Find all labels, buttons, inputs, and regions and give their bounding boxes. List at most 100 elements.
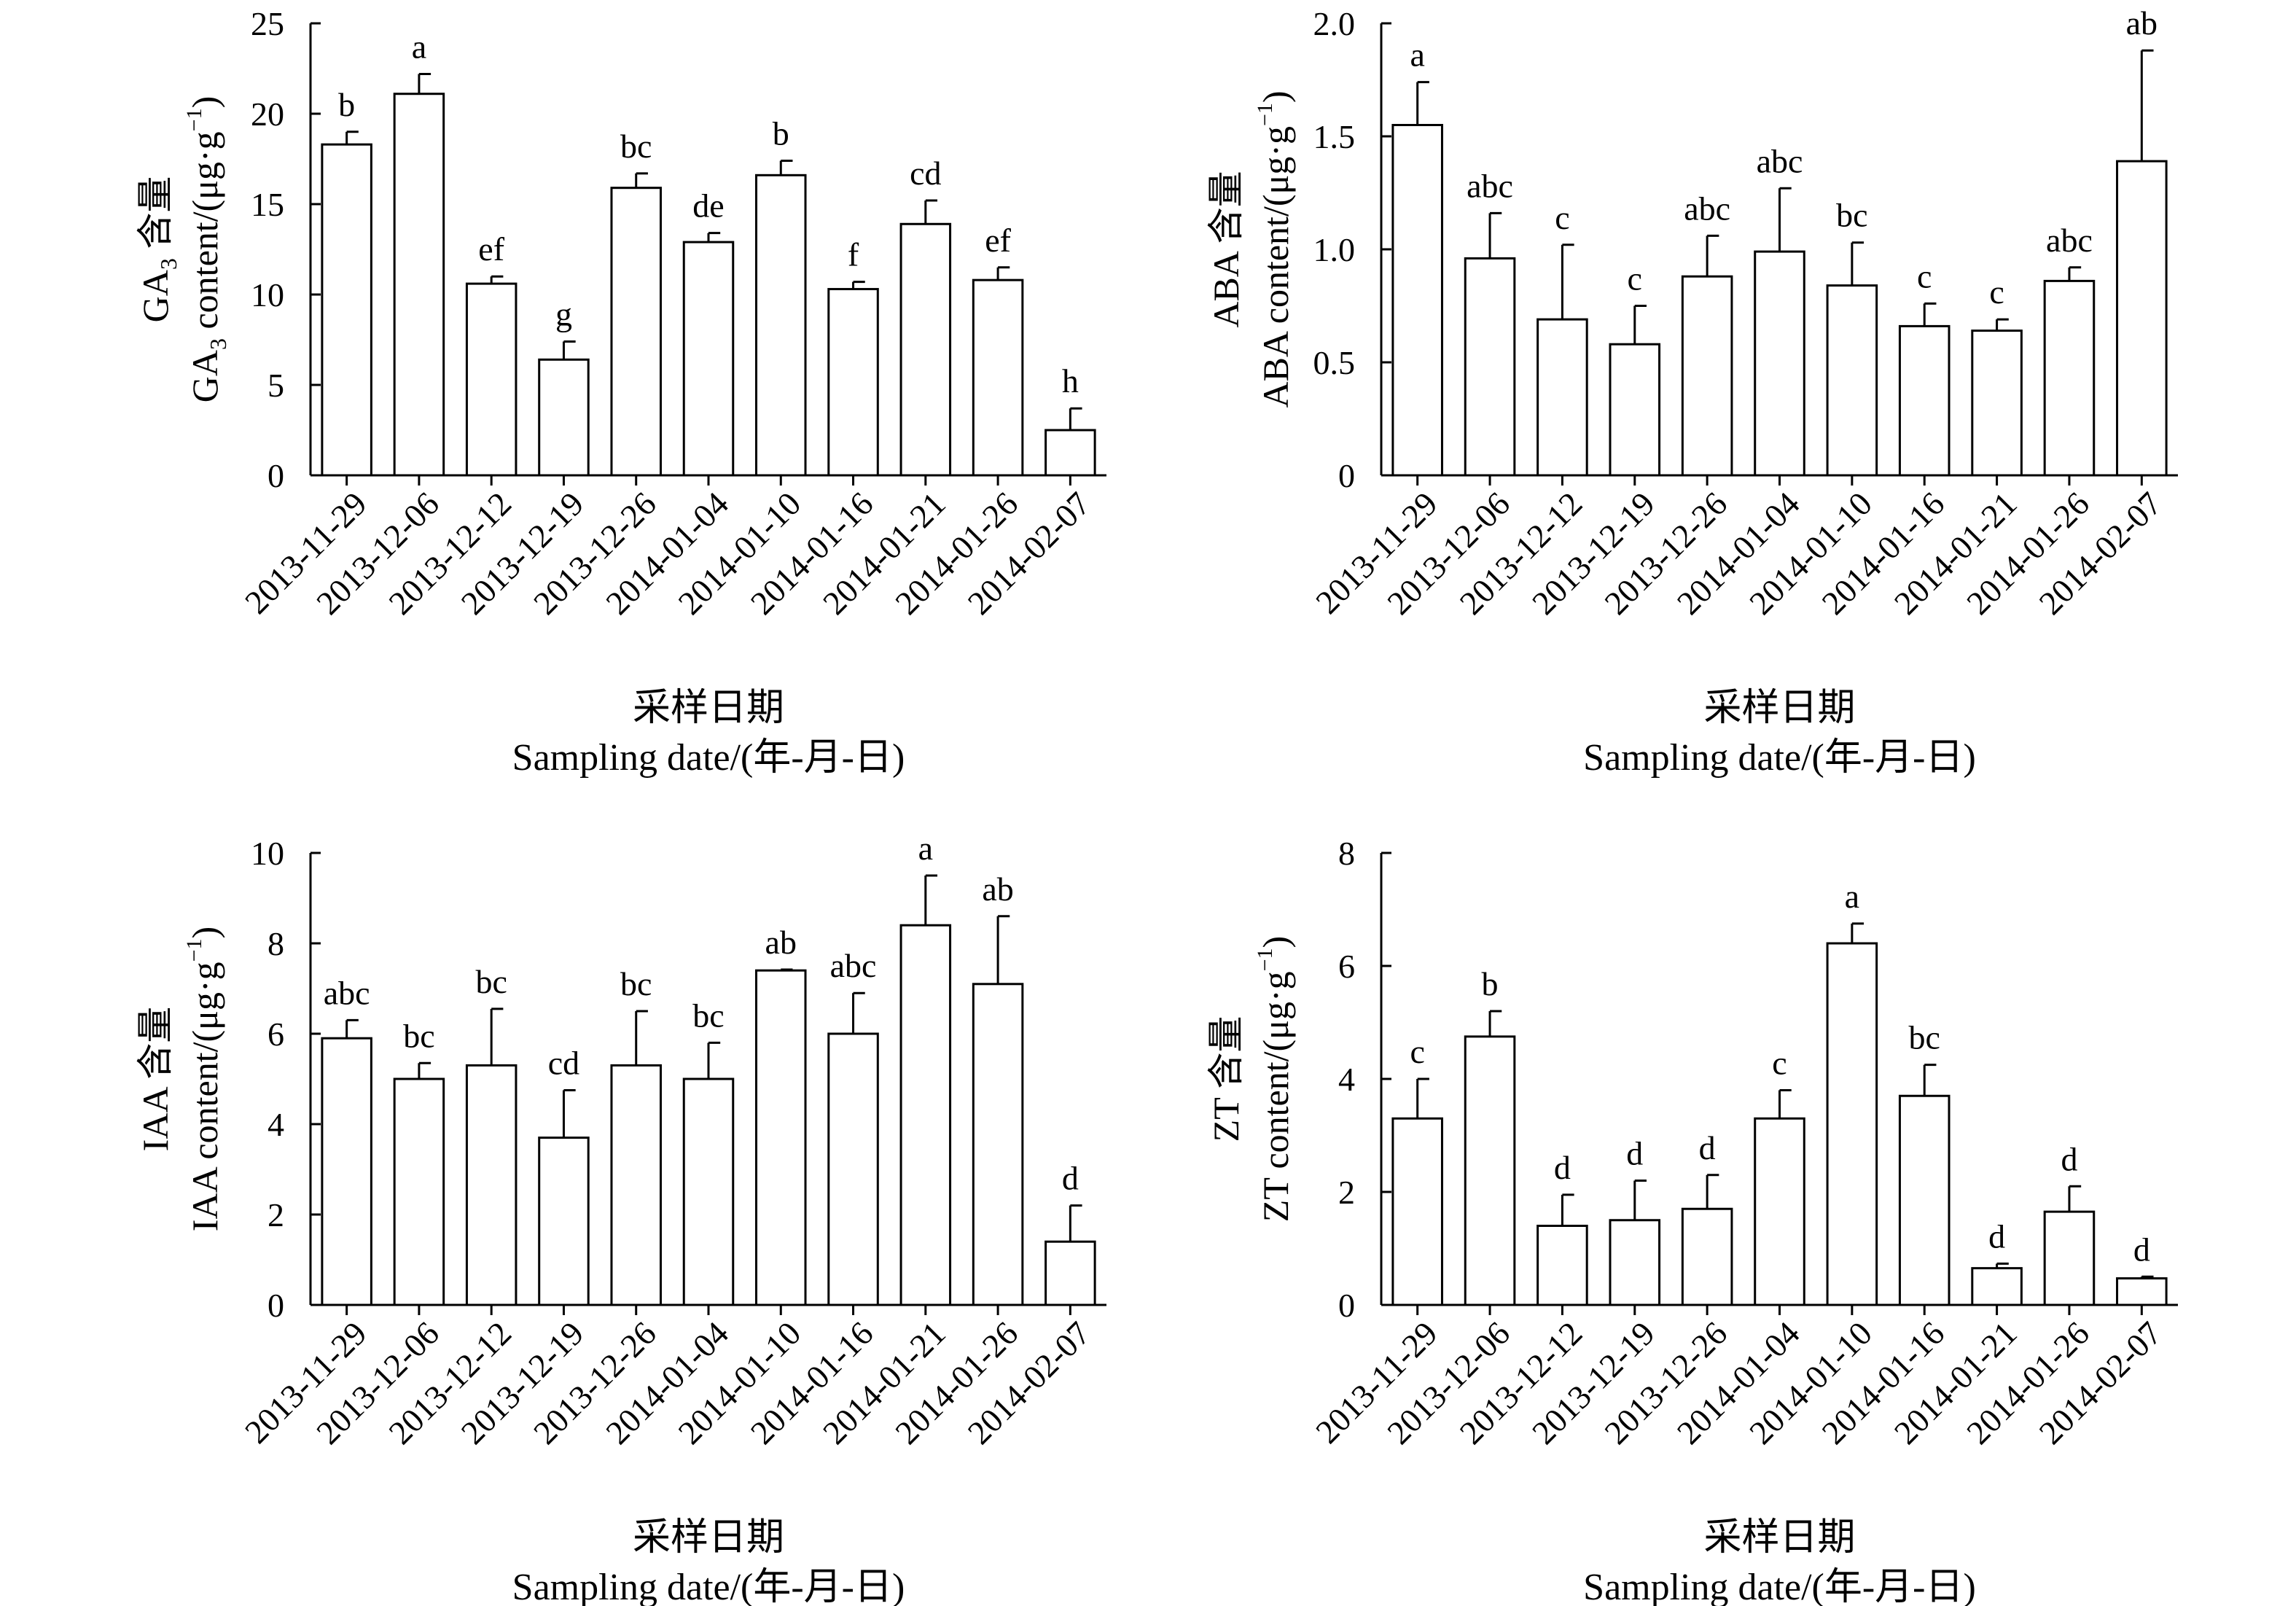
significance-label: d (2133, 1231, 2150, 1268)
significance-label: abc (2046, 222, 2093, 259)
y-axis-label-en-rest: content/(μg·g (184, 131, 225, 338)
bar (1044, 1240, 1096, 1306)
bar (1898, 324, 1951, 477)
bar (610, 187, 662, 477)
y-axis-label-en: ZT content/(μg·g−1) (1253, 936, 1296, 1222)
significance-label: f (848, 236, 859, 273)
bar (1464, 1035, 1516, 1306)
significance-label: abc (830, 947, 877, 984)
y-axis-label-en-sup: −1 (1253, 103, 1277, 126)
y-axis-label-cn-rest: 含量 (1206, 171, 1246, 253)
bar (1681, 275, 1733, 477)
y-tick-label: 6 (1338, 948, 1355, 985)
y-axis-label-en-close: ) (184, 927, 225, 939)
y-tick-label: 10 (251, 835, 284, 872)
significance-label: b (338, 86, 355, 123)
significance-label: d (1699, 1129, 1716, 1166)
significance-label: ab (982, 870, 1013, 908)
significance-label: g (555, 295, 572, 332)
y-axis-label-en-sup: −1 (182, 108, 206, 131)
bar (827, 1032, 879, 1306)
bar (1898, 1094, 1951, 1306)
bar (2116, 160, 2168, 477)
significance-label: d (2061, 1140, 2077, 1177)
significance-label: c (1772, 1045, 1787, 1082)
bar (321, 1037, 372, 1306)
bar (827, 288, 879, 477)
significance-label: ef (478, 230, 504, 268)
y-axis-label-en: GA3 content/(μg·g−1) (182, 96, 231, 402)
significance-label: bc (475, 963, 507, 1000)
y-tick-label: 1.0 (1313, 231, 1356, 268)
y-axis-label-cn-sub: 3 (155, 258, 181, 270)
bar (1971, 1267, 2023, 1306)
significance-label: abc (1757, 142, 1803, 179)
y-tick-label: 10 (251, 276, 284, 313)
y-axis-label-en-rest: content/(μg·g (1255, 971, 1296, 1178)
significance-label: c (1555, 199, 1569, 236)
y-axis-label-cn-main: IAA (135, 1087, 176, 1152)
x-axis-label-en: Sampling date/(年-月-日) (1583, 737, 1976, 779)
bar (755, 969, 807, 1306)
y-tick-label: 0 (1338, 1287, 1355, 1324)
bar (972, 278, 1024, 477)
bar (2043, 1210, 2096, 1306)
chart-panel-iaa: 0246810abc2013-11-29bc2013-12-06bc2013-1… (135, 830, 1106, 1606)
bar (1971, 330, 2023, 477)
bar (1826, 284, 1878, 477)
x-axis-label-cn: 采样日期 (1703, 1517, 1855, 1559)
y-tick-label: 0 (268, 1287, 284, 1324)
y-axis-label-en: ABA content/(μg·g−1) (1253, 90, 1296, 408)
bar (1826, 942, 1878, 1306)
y-tick-label: 15 (251, 186, 284, 223)
bar (1536, 1225, 1588, 1306)
significance-label: a (1410, 36, 1424, 74)
y-axis-label-en-close: ) (1255, 936, 1296, 948)
y-axis-label-en-main: GA (184, 350, 225, 402)
significance-label: c (1628, 260, 1642, 297)
y-tick-label: 2 (1338, 1174, 1355, 1211)
bar (1754, 250, 1805, 477)
bar (2043, 279, 2096, 477)
x-axis-label-cn: 采样日期 (1703, 687, 1855, 729)
significance-label: bc (620, 965, 652, 1002)
y-tick-label: 4 (1338, 1061, 1355, 1098)
y-axis-label-cn-rest: 含量 (1206, 1016, 1246, 1099)
y-axis-label-cn-main: ABA (1206, 251, 1246, 327)
y-axis-label-cn-main: ZT (1206, 1098, 1246, 1142)
y-axis-label-cn: ABA 含量 (1206, 171, 1246, 327)
bar (538, 1137, 590, 1306)
significance-label: bc (692, 997, 724, 1034)
bar (2116, 1277, 2168, 1306)
significance-label: abc (1684, 190, 1730, 227)
significance-label: a (1845, 878, 1859, 915)
significance-label: ab (765, 924, 797, 961)
y-axis-label-en-close: ) (1255, 90, 1296, 103)
bar (682, 241, 735, 477)
y-tick-label: 0 (268, 457, 284, 494)
significance-label: a (412, 28, 426, 65)
bar (393, 1077, 445, 1306)
bar (1464, 257, 1516, 477)
y-axis-label-cn-main: GA (135, 270, 176, 322)
y-axis-label-en-main: ABA (1255, 331, 1296, 408)
significance-label: a (918, 830, 933, 867)
significance-label: abc (1467, 167, 1513, 204)
significance-label: cd (910, 155, 941, 192)
y-axis-label-en: IAA content/(μg·g−1) (182, 927, 225, 1231)
y-tick-label: 20 (251, 95, 284, 133)
y-tick-label: 0.5 (1313, 344, 1356, 381)
x-axis-label-en: Sampling date/(年-月-日) (512, 737, 905, 779)
y-tick-label: 2 (268, 1196, 284, 1233)
bar (538, 358, 590, 477)
y-axis-label-cn-rest: 含量 (135, 176, 176, 259)
y-tick-label: 4 (268, 1106, 284, 1143)
bar (1044, 429, 1096, 477)
y-axis-label-cn-rest: 含量 (135, 1007, 176, 1089)
significance-label: abc (324, 974, 370, 1011)
y-axis-label-en-rest: content/(μg·g (184, 962, 225, 1169)
y-axis-label-en-main: ZT (1255, 1178, 1296, 1223)
bar (465, 1064, 518, 1306)
significance-label: d (1554, 1149, 1571, 1186)
